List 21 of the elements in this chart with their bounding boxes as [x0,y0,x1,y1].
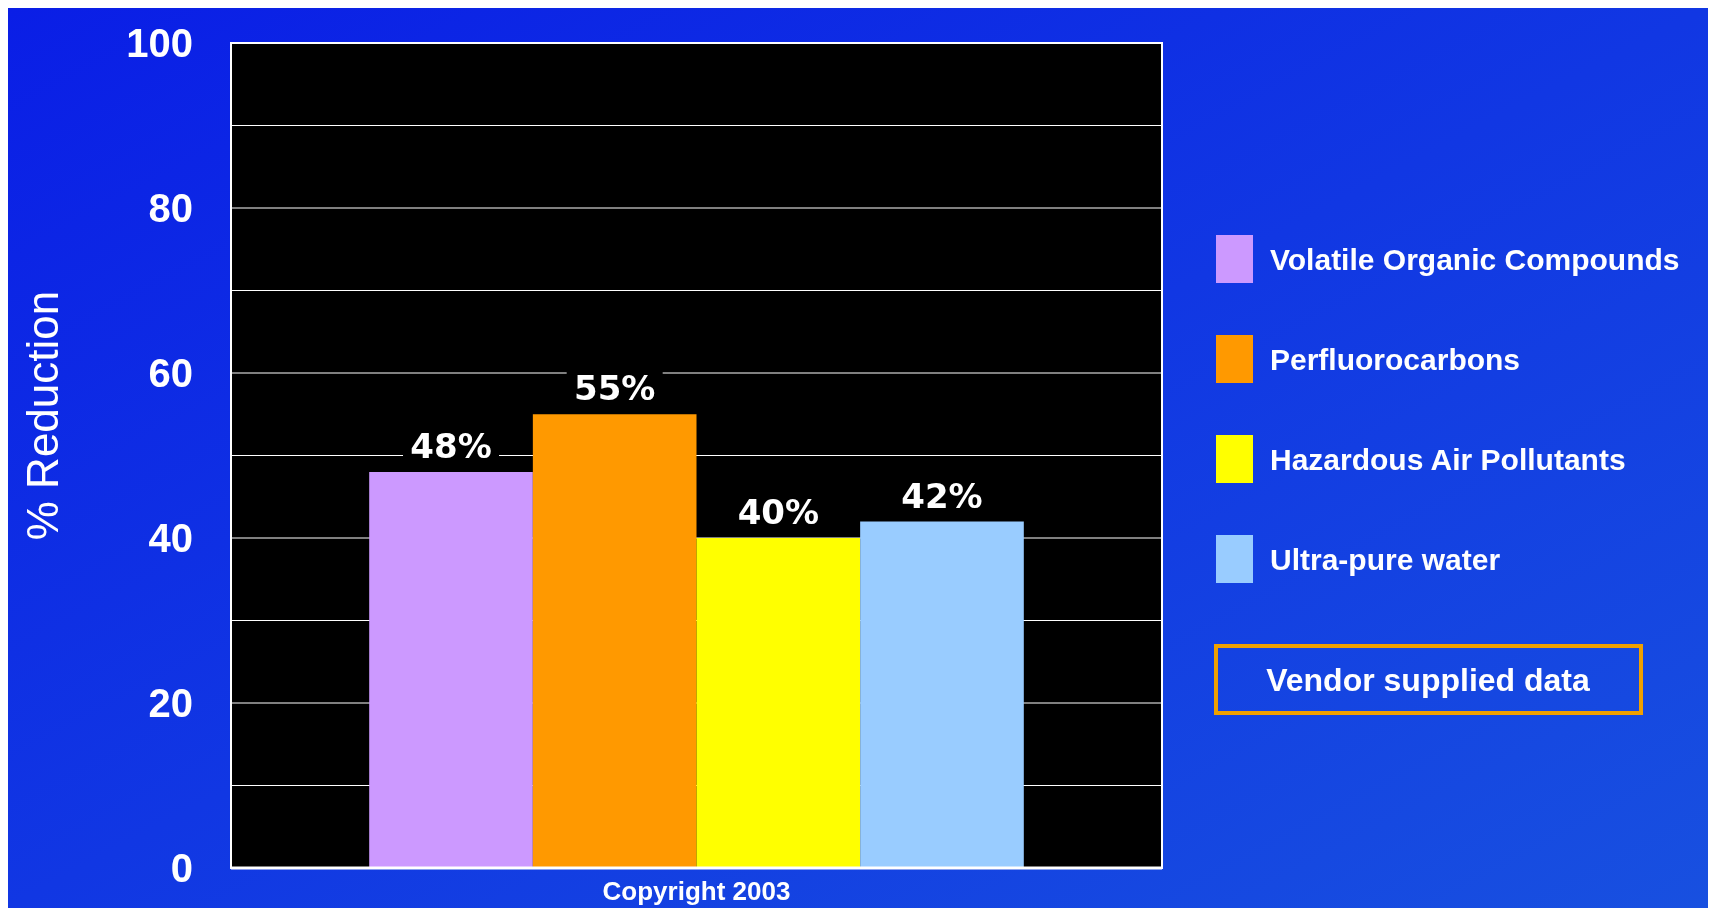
legend-label: Ultra-pure water [1270,542,1501,576]
data-label: 40% [737,492,820,532]
y-tick-label: 60 [148,351,193,395]
y-tick-label: 40 [148,516,193,560]
legend-label: Volatile Organic Compounds [1270,242,1680,276]
data-label: 55% [573,368,656,409]
bar [860,521,1024,868]
y-axis-title: % Reduction [18,290,67,541]
y-tick-label: 80 [148,186,193,230]
bar [532,414,697,868]
data-label: 42% [901,475,983,516]
y-tick-label: 0 [170,846,193,890]
text: Vendor supplied data [1266,662,1591,699]
text: Copyright 2003 [602,876,791,906]
data-label: 48% [410,426,492,466]
legend-label: Hazardous Air Pollutants [1270,442,1626,476]
bar [696,538,861,868]
y-tick-label: 100 [126,21,193,65]
y-tick-label: 20 [148,681,193,725]
bar [369,472,533,868]
legend-label: Perfluorocarbons [1270,342,1521,376]
